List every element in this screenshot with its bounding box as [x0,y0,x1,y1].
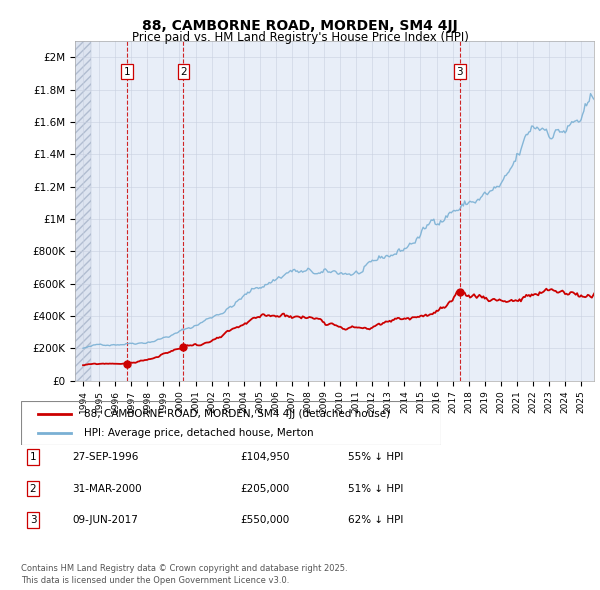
Text: 1: 1 [124,67,130,77]
Text: 3: 3 [457,67,463,77]
Text: £104,950: £104,950 [240,453,290,462]
Text: 55% ↓ HPI: 55% ↓ HPI [348,453,403,462]
Text: 31-MAR-2000: 31-MAR-2000 [72,484,142,493]
Text: 51% ↓ HPI: 51% ↓ HPI [348,484,403,493]
Text: 88, CAMBORNE ROAD, MORDEN, SM4 4JJ: 88, CAMBORNE ROAD, MORDEN, SM4 4JJ [142,19,458,34]
Text: 2: 2 [29,484,37,493]
Text: 09-JUN-2017: 09-JUN-2017 [72,515,138,525]
Text: Contains HM Land Registry data © Crown copyright and database right 2025.
This d: Contains HM Land Registry data © Crown c… [21,565,347,585]
Text: Price paid vs. HM Land Registry's House Price Index (HPI): Price paid vs. HM Land Registry's House … [131,31,469,44]
Text: 88, CAMBORNE ROAD, MORDEN, SM4 4JJ (detached house): 88, CAMBORNE ROAD, MORDEN, SM4 4JJ (deta… [84,409,390,418]
Text: £550,000: £550,000 [240,515,289,525]
Text: £205,000: £205,000 [240,484,289,493]
Text: 2: 2 [180,67,187,77]
Text: 1: 1 [29,453,37,462]
Text: HPI: Average price, detached house, Merton: HPI: Average price, detached house, Mert… [84,428,314,438]
Text: 3: 3 [29,515,37,525]
Text: 27-SEP-1996: 27-SEP-1996 [72,453,139,462]
Text: 62% ↓ HPI: 62% ↓ HPI [348,515,403,525]
